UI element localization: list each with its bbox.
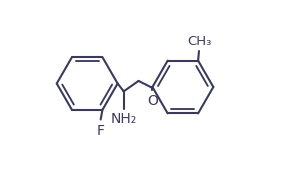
Text: O: O [147, 94, 158, 108]
Text: NH₂: NH₂ [110, 112, 137, 126]
Text: CH₃: CH₃ [187, 35, 211, 48]
Text: F: F [97, 124, 105, 138]
